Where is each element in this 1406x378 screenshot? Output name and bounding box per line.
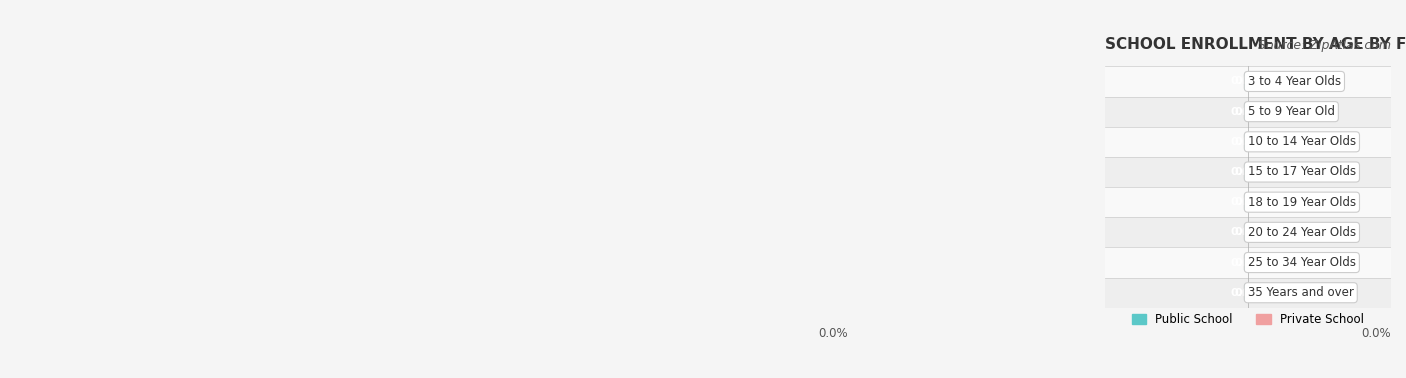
Text: 0.0%: 0.0% bbox=[1230, 137, 1261, 147]
Bar bbox=[1243, 194, 1249, 211]
Text: 0.0%: 0.0% bbox=[1234, 76, 1265, 87]
Text: 10 to 14 Year Olds: 10 to 14 Year Olds bbox=[1249, 135, 1355, 148]
Text: 0.0%: 0.0% bbox=[1234, 227, 1265, 237]
Bar bbox=[1105, 67, 1391, 96]
Bar bbox=[1243, 103, 1249, 120]
Bar bbox=[1105, 96, 1391, 127]
Text: 25 to 34 Year Olds: 25 to 34 Year Olds bbox=[1249, 256, 1355, 269]
Text: 0.0%: 0.0% bbox=[1234, 288, 1265, 298]
Text: 5 to 9 Year Old: 5 to 9 Year Old bbox=[1249, 105, 1334, 118]
Text: 0.0%: 0.0% bbox=[1234, 137, 1265, 147]
Text: 0.0%: 0.0% bbox=[1234, 167, 1265, 177]
Bar bbox=[1243, 284, 1249, 301]
Bar bbox=[1243, 133, 1249, 150]
Text: 0.0%: 0.0% bbox=[1234, 197, 1265, 207]
Text: 18 to 19 Year Olds: 18 to 19 Year Olds bbox=[1249, 196, 1355, 209]
Text: 0.0%: 0.0% bbox=[1230, 257, 1261, 268]
Legend: Public School, Private School: Public School, Private School bbox=[1128, 308, 1368, 331]
Text: 0.0%: 0.0% bbox=[818, 327, 848, 340]
Text: 0.0%: 0.0% bbox=[1230, 107, 1261, 117]
Text: 0.0%: 0.0% bbox=[1234, 107, 1265, 117]
Bar bbox=[1249, 254, 1253, 271]
Text: SCHOOL ENROLLMENT BY AGE BY FUNDING SOURCE IN CONCEPCION: SCHOOL ENROLLMENT BY AGE BY FUNDING SOUR… bbox=[1105, 37, 1406, 52]
Bar bbox=[1249, 224, 1253, 241]
Bar bbox=[1249, 284, 1253, 301]
Text: 20 to 24 Year Olds: 20 to 24 Year Olds bbox=[1249, 226, 1355, 239]
Bar bbox=[1243, 164, 1249, 180]
Bar bbox=[1105, 187, 1391, 217]
Bar bbox=[1105, 157, 1391, 187]
Text: 0.0%: 0.0% bbox=[1361, 327, 1391, 340]
Text: 0.0%: 0.0% bbox=[1230, 227, 1261, 237]
Text: 0.0%: 0.0% bbox=[1234, 257, 1265, 268]
Bar bbox=[1249, 103, 1253, 120]
Bar bbox=[1249, 164, 1253, 180]
Text: 3 to 4 Year Olds: 3 to 4 Year Olds bbox=[1249, 75, 1341, 88]
Text: 35 Years and over: 35 Years and over bbox=[1249, 286, 1354, 299]
Bar bbox=[1243, 224, 1249, 241]
Bar bbox=[1249, 133, 1253, 150]
Bar bbox=[1105, 217, 1391, 248]
Bar bbox=[1249, 73, 1253, 90]
Text: 0.0%: 0.0% bbox=[1230, 167, 1261, 177]
Bar bbox=[1243, 73, 1249, 90]
Text: 15 to 17 Year Olds: 15 to 17 Year Olds bbox=[1249, 166, 1355, 178]
Bar bbox=[1249, 194, 1253, 211]
Bar bbox=[1105, 277, 1391, 308]
Text: Source: ZipAtlas.com: Source: ZipAtlas.com bbox=[1258, 39, 1391, 52]
Text: 0.0%: 0.0% bbox=[1230, 288, 1261, 298]
Bar bbox=[1243, 254, 1249, 271]
Bar bbox=[1105, 127, 1391, 157]
Text: 0.0%: 0.0% bbox=[1230, 76, 1261, 87]
Bar bbox=[1105, 248, 1391, 277]
Text: 0.0%: 0.0% bbox=[1230, 197, 1261, 207]
